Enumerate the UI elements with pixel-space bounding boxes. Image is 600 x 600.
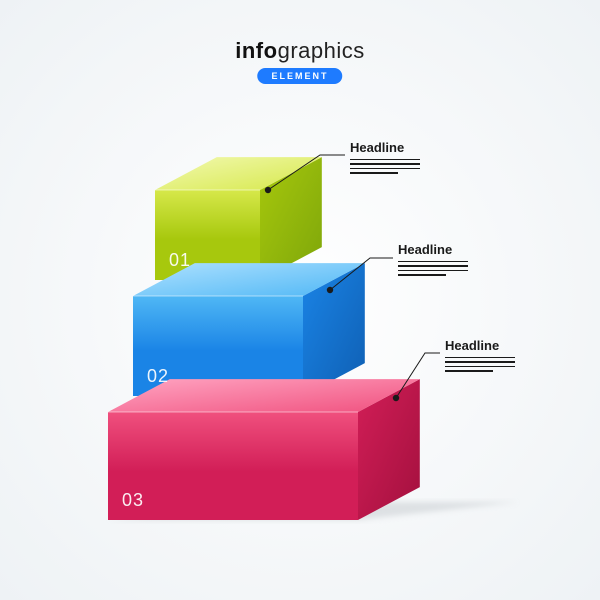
block-number-1: 01	[169, 250, 191, 271]
leader-dot-1	[265, 187, 271, 193]
callout-headline-3: Headline	[445, 338, 515, 353]
callout-body-3	[445, 357, 515, 372]
leader-dot-3	[393, 395, 399, 401]
callout-headline-1: Headline	[350, 140, 420, 155]
infographic-stage	[0, 0, 600, 600]
block-number-3: 03	[122, 490, 144, 511]
iso-block-3	[108, 379, 420, 520]
callout-3: Headline	[445, 338, 515, 375]
callout-1: Headline	[350, 140, 420, 177]
callout-body-1	[350, 159, 420, 174]
callout-headline-2: Headline	[398, 242, 468, 257]
block-number-2: 02	[147, 366, 169, 387]
callout-body-2	[398, 261, 468, 276]
leader-dot-2	[327, 287, 333, 293]
callout-2: Headline	[398, 242, 468, 279]
